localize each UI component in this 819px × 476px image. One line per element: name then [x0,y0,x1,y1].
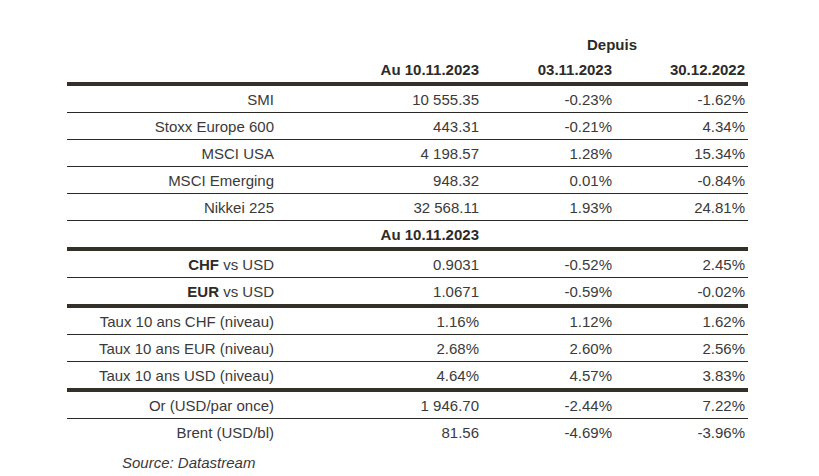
table-row-msci-emerging: MSCI Emerging 948.32 0.01% -0.84% [67,167,748,194]
row-value: -0.84% [615,167,748,194]
row-value: 2.56% [615,335,748,362]
market-data-table-container: Depuis Au 10.11.2023 03.11.2023 30.12.20… [67,32,748,471]
table-row-taux-eur: Taux 10 ans EUR (niveau) 2.68% 2.60% 2.5… [67,335,748,362]
spacer-cell [67,56,282,84]
spacer-cell [67,32,282,56]
table-row-taux-usd: Taux 10 ans USD (niveau) 4.64% 4.57% 3.8… [67,362,748,391]
spacer-cell [67,221,282,250]
depuis-group-header-row: Depuis [67,32,748,56]
section-subheader: Au 10.11.2023 [282,221,482,250]
spacer-cell [615,221,748,250]
table-row-msci-usa: MSCI USA 4 198.57 1.28% 15.34% [67,140,748,167]
row-value: 2.60% [482,335,615,362]
row-label: SMI [67,84,282,113]
row-value: -3.96% [615,419,748,446]
row-value: 0.01% [482,167,615,194]
row-label: Taux 10 ans USD (niveau) [67,362,282,391]
row-value: 443.31 [282,113,482,140]
column-header-current: Au 10.11.2023 [282,56,482,84]
row-value: 3.83% [615,362,748,391]
row-value: -2.44% [482,390,615,419]
column-header-row: Au 10.11.2023 03.11.2023 30.12.2022 [67,56,748,84]
row-value: -0.02% [615,278,748,307]
row-value: 10 555.35 [282,84,482,113]
market-data-table: Depuis Au 10.11.2023 03.11.2023 30.12.20… [67,32,748,445]
row-value: 81.56 [282,419,482,446]
row-value: 1.28% [482,140,615,167]
row-label: MSCI USA [67,140,282,167]
row-value: 1.62% [615,306,748,335]
row-label: Nikkei 225 [67,194,282,221]
spacer-cell [282,32,482,56]
row-label: EUR vs USD [67,278,282,307]
row-value: -0.23% [482,84,615,113]
row-value: 24.81% [615,194,748,221]
row-label: Or (USD/par once) [67,390,282,419]
row-value: 4.64% [282,362,482,391]
row-label-rest: vs USD [219,283,274,300]
row-value: 948.32 [282,167,482,194]
row-value: -0.52% [482,249,615,278]
row-value: 2.68% [282,335,482,362]
table-row-nikkei: Nikkei 225 32 568.11 1.93% 24.81% [67,194,748,221]
row-label: Stoxx Europe 600 [67,113,282,140]
spacer-cell [482,221,615,250]
row-label: Brent (USD/bl) [67,419,282,446]
row-label: Taux 10 ans CHF (niveau) [67,306,282,335]
row-value: -0.59% [482,278,615,307]
row-value: 15.34% [615,140,748,167]
row-value: 7.22% [615,390,748,419]
currency-code-bold: CHF [188,256,219,273]
row-value: -1.62% [615,84,748,113]
row-value: 1.0671 [282,278,482,307]
row-value: -0.21% [482,113,615,140]
row-label-rest: vs USD [219,256,274,273]
table-row-smi: SMI 10 555.35 -0.23% -1.62% [67,84,748,113]
column-header-since-1: 03.11.2023 [482,56,615,84]
row-value: 0.9031 [282,249,482,278]
row-value: 32 568.11 [282,194,482,221]
column-header-since-2: 30.12.2022 [615,56,748,84]
table-row-or: Or (USD/par once) 1 946.70 -2.44% 7.22% [67,390,748,419]
row-value: -4.69% [482,419,615,446]
table-row-brent: Brent (USD/bl) 81.56 -4.69% -3.96% [67,419,748,446]
table-row-eur-usd: EUR vs USD 1.0671 -0.59% -0.02% [67,278,748,307]
row-label: CHF vs USD [67,249,282,278]
row-value: 1.12% [482,306,615,335]
row-value: 4 198.57 [282,140,482,167]
row-value: 1.16% [282,306,482,335]
row-value: 4.57% [482,362,615,391]
row-value: 1 946.70 [282,390,482,419]
row-value: 4.34% [615,113,748,140]
row-value: 1.93% [482,194,615,221]
section-subheader-row: Au 10.11.2023 [67,221,748,250]
currency-code-bold: EUR [187,283,219,300]
row-label: Taux 10 ans EUR (niveau) [67,335,282,362]
table-row-chf-usd: CHF vs USD 0.9031 -0.52% 2.45% [67,249,748,278]
row-value: 2.45% [615,249,748,278]
table-row-taux-chf: Taux 10 ans CHF (niveau) 1.16% 1.12% 1.6… [67,306,748,335]
source-note: Source: Datastream [122,454,748,471]
table-row-stoxx: Stoxx Europe 600 443.31 -0.21% 4.34% [67,113,748,140]
depuis-group-header: Depuis [482,32,748,56]
row-label: MSCI Emerging [67,167,282,194]
